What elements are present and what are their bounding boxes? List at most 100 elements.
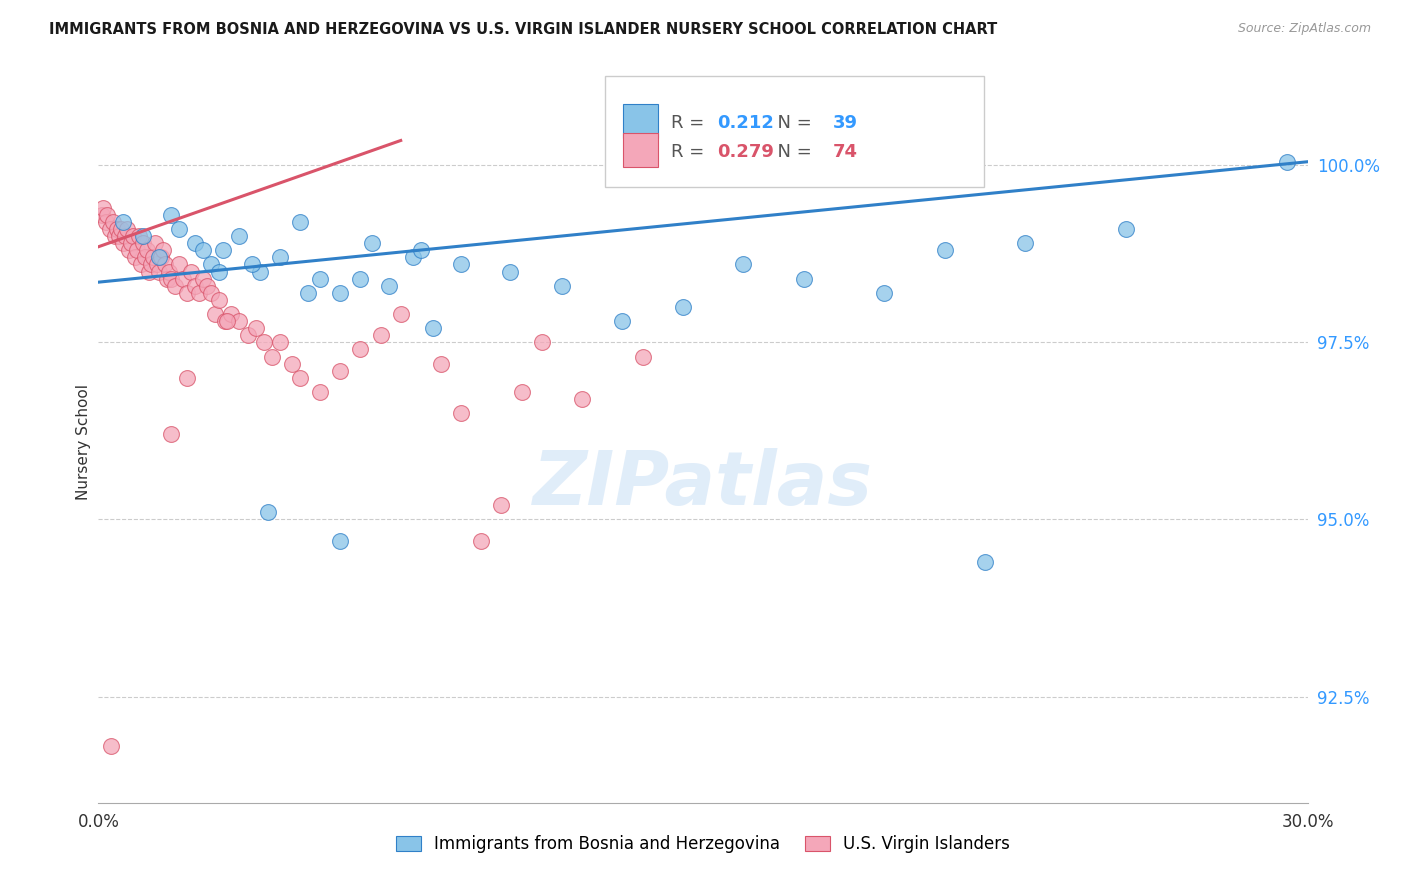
Text: N =: N = (766, 143, 818, 161)
Point (90, 208, 112, 222)
Point (217, 314, 239, 328)
Point (143, 236, 166, 251)
Text: 74: 74 (832, 143, 858, 161)
Point (530, 335, 553, 350)
Text: 39: 39 (832, 114, 858, 132)
Point (733, 257, 755, 271)
Point (349, 271, 371, 285)
Point (176, 371, 198, 385)
Text: 0.212: 0.212 (717, 114, 773, 132)
Point (94, 215, 117, 229)
Point (329, 364, 352, 378)
Point (148, 251, 170, 265)
Point (160, 271, 183, 285)
Point (208, 293, 231, 307)
Point (1277, 154, 1299, 169)
Point (631, 350, 654, 364)
Text: Source: ZipAtlas.com: Source: ZipAtlas.com (1237, 22, 1371, 36)
Point (100, 739, 122, 753)
Point (188, 285, 211, 300)
Point (121, 229, 143, 244)
Point (120, 236, 142, 251)
Point (288, 371, 311, 385)
Point (195, 278, 218, 293)
Point (125, 244, 148, 258)
Point (132, 236, 155, 251)
Point (105, 222, 128, 236)
Point (157, 264, 180, 278)
Point (281, 357, 304, 371)
Point (111, 236, 134, 251)
Point (370, 328, 392, 343)
Point (149, 251, 172, 265)
Point (193, 244, 215, 258)
Point (228, 314, 250, 328)
Point (132, 229, 155, 244)
Point (236, 328, 259, 343)
Point (98, 222, 121, 236)
Point (934, 244, 956, 258)
Text: R =: R = (671, 114, 710, 132)
Point (329, 533, 352, 548)
Point (184, 278, 207, 293)
Point (114, 229, 136, 244)
Point (793, 271, 815, 285)
Point (329, 285, 352, 300)
Point (389, 307, 412, 321)
Point (491, 498, 513, 512)
Point (200, 257, 222, 271)
Point (571, 392, 593, 406)
Point (672, 300, 695, 314)
Text: ZIPatlas: ZIPatlas (533, 449, 873, 522)
Point (107, 229, 129, 244)
Point (101, 215, 124, 229)
Point (96, 208, 118, 222)
Point (184, 236, 207, 251)
Point (110, 222, 132, 236)
Point (172, 271, 194, 285)
Point (402, 251, 425, 265)
Point (450, 257, 472, 271)
Text: R =: R = (671, 143, 710, 161)
Point (160, 208, 183, 222)
Point (111, 215, 134, 229)
Point (873, 285, 896, 300)
Point (153, 257, 176, 271)
Point (974, 555, 997, 569)
Point (160, 427, 183, 442)
Point (115, 222, 138, 236)
Point (142, 251, 165, 265)
Point (214, 314, 236, 328)
Point (361, 236, 384, 251)
Point (297, 285, 319, 300)
Point (167, 222, 190, 236)
Point (228, 229, 250, 244)
Point (551, 278, 574, 293)
Text: IMMIGRANTS FROM BOSNIA AND HERZEGOVINA VS U.S. VIRGIN ISLANDER NURSERY SCHOOL CO: IMMIGRANTS FROM BOSNIA AND HERZEGOVINA V… (49, 22, 997, 37)
Point (349, 343, 371, 357)
Point (430, 357, 453, 371)
Point (450, 406, 472, 420)
Point (409, 244, 432, 258)
Point (91, 201, 114, 215)
Point (253, 335, 276, 350)
Point (288, 215, 311, 229)
Point (118, 244, 141, 258)
Point (269, 251, 291, 265)
Point (124, 251, 146, 265)
Point (212, 244, 235, 258)
Point (148, 264, 170, 278)
Point (156, 271, 179, 285)
Point (240, 257, 263, 271)
Point (221, 307, 243, 321)
Point (200, 285, 222, 300)
Point (309, 271, 332, 285)
Point (129, 257, 152, 271)
Point (135, 244, 157, 258)
Point (152, 244, 174, 258)
Point (128, 229, 150, 244)
Point (138, 264, 160, 278)
Point (612, 314, 634, 328)
Point (422, 321, 444, 335)
Point (256, 505, 278, 519)
